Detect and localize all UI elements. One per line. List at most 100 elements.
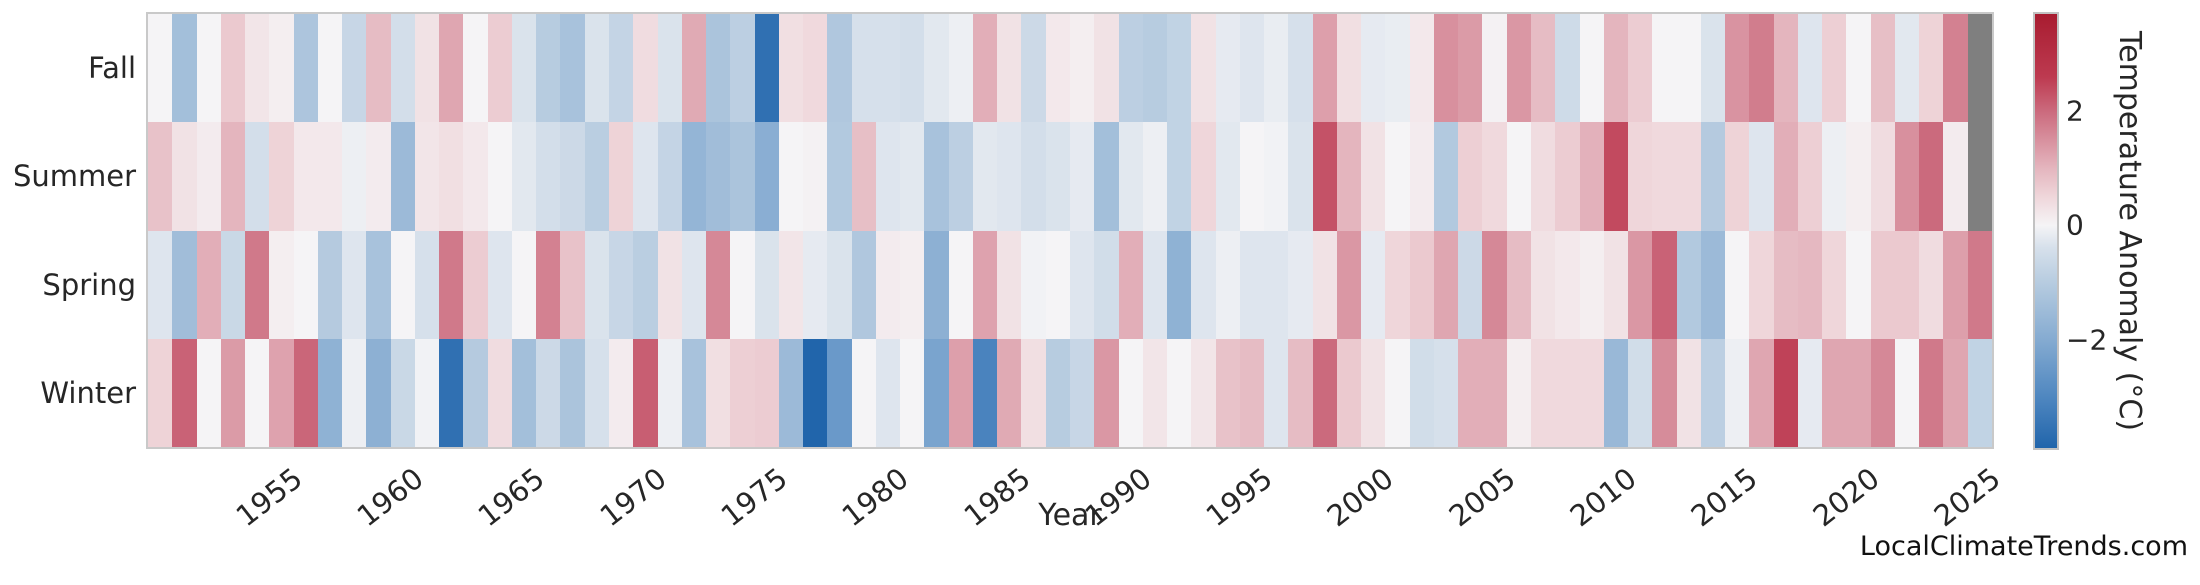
heatmap-cell <box>1312 338 1337 447</box>
heatmap-cell <box>681 338 707 447</box>
heatmap-cell <box>560 14 585 123</box>
heatmap-cell <box>1118 230 1143 339</box>
heatmap-cell <box>1749 230 1774 339</box>
heatmap-cell <box>997 338 1022 447</box>
heatmap-cell <box>414 122 440 231</box>
heatmap-cell <box>657 230 682 339</box>
heatmap-cell <box>1919 338 1944 447</box>
heatmap-cell <box>1264 122 1289 231</box>
heatmap-cell <box>997 14 1022 123</box>
heatmap-cell <box>1797 14 1823 123</box>
heatmap-cell <box>1628 338 1653 447</box>
heatmap-cell <box>536 230 561 339</box>
heatmap-cell <box>1652 230 1677 339</box>
heatmap-cell <box>1021 230 1046 339</box>
heatmap-cell <box>1312 230 1337 339</box>
colorbar-tick-label: −2 <box>2066 323 2108 356</box>
heatmap-cell <box>342 14 367 123</box>
heatmap-cell <box>1142 230 1168 339</box>
heatmap-cell <box>1555 122 1580 231</box>
colorbar <box>2033 12 2059 450</box>
heatmap-cell <box>1433 14 1459 123</box>
heatmap-cell <box>148 338 173 447</box>
heatmap-cell <box>1215 14 1240 123</box>
heatmap-cell <box>681 14 707 123</box>
heatmap-cell <box>1385 230 1410 339</box>
heatmap-cell <box>220 122 246 231</box>
heatmap-cell <box>1409 122 1434 231</box>
heatmap-cell <box>245 122 270 231</box>
heatmap-cell <box>1700 14 1726 123</box>
heatmap-cell <box>487 338 512 447</box>
heatmap-cell <box>1409 338 1434 447</box>
heatmap-cell <box>536 338 561 447</box>
heatmap-cell <box>293 122 318 231</box>
heatmap-cell <box>778 230 804 339</box>
heatmap-cell <box>1482 230 1507 339</box>
heatmap-cell <box>196 338 221 447</box>
heatmap-cell <box>1215 338 1240 447</box>
heatmap-cell <box>148 230 173 339</box>
heatmap-cell <box>924 14 949 123</box>
heatmap-cell <box>1094 230 1119 339</box>
heatmap-cell <box>633 14 658 123</box>
heatmap-cell <box>1336 230 1362 339</box>
heatmap-cell <box>851 230 876 339</box>
heatmap-cell <box>439 338 464 447</box>
heatmap-cell <box>1167 230 1192 339</box>
heatmap-cell <box>1749 122 1774 231</box>
heatmap-cell <box>1361 338 1386 447</box>
heatmap-cell <box>1700 122 1726 231</box>
heatmap-cell <box>827 122 852 231</box>
heatmap-cell <box>1094 122 1119 231</box>
heatmap-cell <box>1021 338 1046 447</box>
heatmap-cell <box>972 14 998 123</box>
heatmap-cell <box>1336 14 1362 123</box>
heatmap-cell <box>1822 338 1847 447</box>
heatmap-cell <box>1822 122 1847 231</box>
heatmap-cell <box>657 338 682 447</box>
heatmap-cell <box>1773 14 1798 123</box>
heatmap-cell <box>1215 230 1240 339</box>
heatmap-cell <box>948 230 973 339</box>
heatmap-cell <box>1264 14 1289 123</box>
heatmap-cell <box>317 230 343 339</box>
heatmap-cell <box>1676 338 1701 447</box>
heatmap-cell <box>706 338 731 447</box>
heatmap-cell <box>657 122 682 231</box>
heatmap-cell <box>778 122 804 231</box>
heatmap-cell <box>148 14 173 123</box>
heatmap-cell <box>730 230 755 339</box>
heatmap-cell <box>803 230 828 339</box>
heatmap-cell <box>414 338 440 447</box>
heatmap-cell <box>487 14 512 123</box>
heatmap-cell <box>1652 338 1677 447</box>
heatmap-cell <box>1191 14 1216 123</box>
heatmap-cell <box>1894 122 1920 231</box>
heatmap-cell <box>1045 230 1070 339</box>
heatmap-cell <box>1725 14 1750 123</box>
heatmap-cell <box>1919 14 1944 123</box>
heatmap-cell <box>609 338 634 447</box>
heatmap-cell <box>1603 14 1629 123</box>
heatmap-cell <box>511 338 537 447</box>
heatmap-cell <box>1531 14 1556 123</box>
heatmap-cell <box>754 230 779 339</box>
heatmap-cell <box>1409 230 1434 339</box>
heatmap-cell <box>1555 338 1580 447</box>
heatmap-cell <box>1239 230 1265 339</box>
heatmap-cell <box>196 122 221 231</box>
heatmap-cell <box>1797 338 1823 447</box>
heatmap-cell <box>1579 122 1604 231</box>
heatmap-cell <box>948 338 973 447</box>
heatmap-cell <box>633 230 658 339</box>
heatmap-cell <box>778 338 804 447</box>
heatmap-cell <box>730 338 755 447</box>
heatmap-cell <box>1846 122 1871 231</box>
heatmap-cell <box>851 338 876 447</box>
heatmap-cell <box>1142 14 1168 123</box>
heatmap-cell <box>439 122 464 231</box>
heatmap-cell <box>1894 338 1920 447</box>
heatmap-cell <box>1361 230 1386 339</box>
heatmap-cell <box>1773 230 1798 339</box>
